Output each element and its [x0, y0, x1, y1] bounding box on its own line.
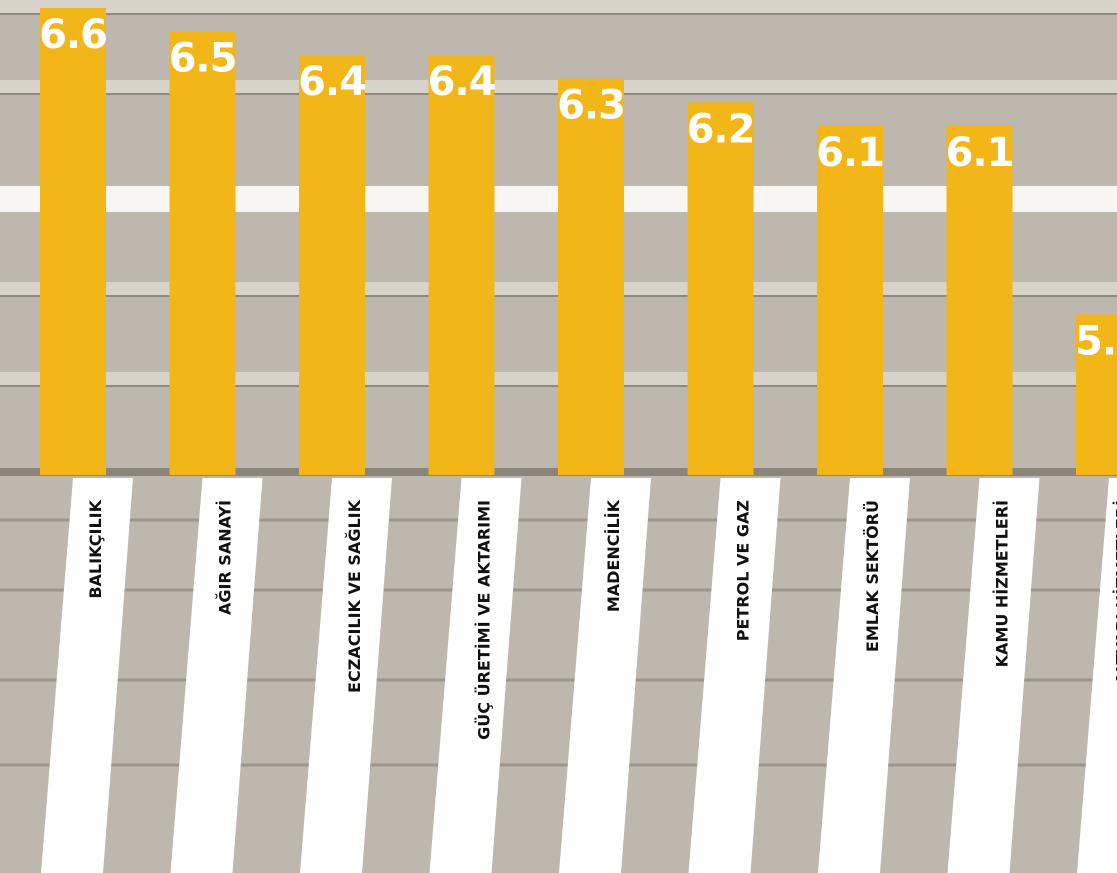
category-label-line: KAMU HİZMETLERİ — [993, 500, 1012, 667]
bar — [428, 55, 495, 476]
label-strip — [818, 478, 910, 873]
category-label-line: AĞIR SANAYİ — [216, 500, 235, 615]
bar — [169, 31, 236, 475]
category-label: EMLAK SEKTÖRÜ — [863, 500, 882, 652]
value-label: 6.4 — [428, 59, 496, 105]
value-label: 6.1 — [946, 130, 1014, 176]
label-strip — [688, 478, 781, 873]
value-labels-group: 6.6 6.5 6.4 6.4 6.3 6.2 6.1 6.1 5.3 — [39, 12, 1117, 364]
bar — [687, 102, 754, 476]
category-labels-group: BALIKÇILIK AĞIR SANAYİ ECZACILIK VE SAĞLIK… — [86, 499, 1117, 740]
value-label: 6.4 — [298, 59, 366, 105]
value-label: 6.6 — [39, 12, 107, 58]
category-label-line: ALTYAPI HİZMETLERİ — [1113, 500, 1117, 685]
bars-group — [40, 8, 1117, 476]
value-label: 5.3 — [1075, 318, 1117, 364]
bar — [40, 8, 106, 475]
category-label-line: BALIKÇILIK — [86, 499, 105, 598]
value-label: 6.2 — [687, 106, 755, 152]
bar — [946, 125, 1013, 475]
category-label-line: ECZACILIK VE SAĞLIK — [345, 499, 364, 693]
label-strips-group — [41, 478, 1117, 873]
category-label: ALTYAPI HİZMETLERİKAMU İHALELERİ VE İNŞA… — [1113, 500, 1117, 685]
label-strip — [947, 478, 1040, 873]
label-strip — [559, 478, 651, 873]
category-label: GÜÇ ÜRETİMİ VE AKTARIMI — [475, 500, 494, 740]
label-strip — [429, 478, 522, 873]
value-label: 6.1 — [816, 130, 884, 176]
bar — [558, 78, 624, 475]
category-label: PETROL VE GAZ — [734, 500, 753, 641]
label-strip — [41, 478, 133, 873]
bar — [817, 125, 883, 475]
label-strip — [1077, 478, 1117, 873]
category-label: AĞIR SANAYİ — [216, 500, 235, 615]
label-strip — [300, 478, 392, 873]
category-label-line: GÜÇ ÜRETİMİ VE AKTARIMI — [475, 500, 494, 740]
category-label: KAMU HİZMETLERİ — [993, 500, 1012, 667]
category-label-line: EMLAK SEKTÖRÜ — [863, 500, 882, 652]
stair-tread — [0, 0, 1117, 14]
bar — [1076, 314, 1117, 475]
category-label-line: MADENCİLİK — [604, 499, 623, 612]
label-strip — [170, 478, 263, 873]
value-label: 6.5 — [169, 36, 237, 82]
value-label: 6.3 — [557, 83, 625, 129]
category-label: ECZACILIK VE SAĞLIK — [345, 499, 364, 693]
bar — [299, 55, 365, 476]
category-label: MADENCİLİK — [604, 499, 623, 612]
category-label-line: PETROL VE GAZ — [734, 500, 753, 641]
category-label: BALIKÇILIK — [86, 499, 105, 598]
